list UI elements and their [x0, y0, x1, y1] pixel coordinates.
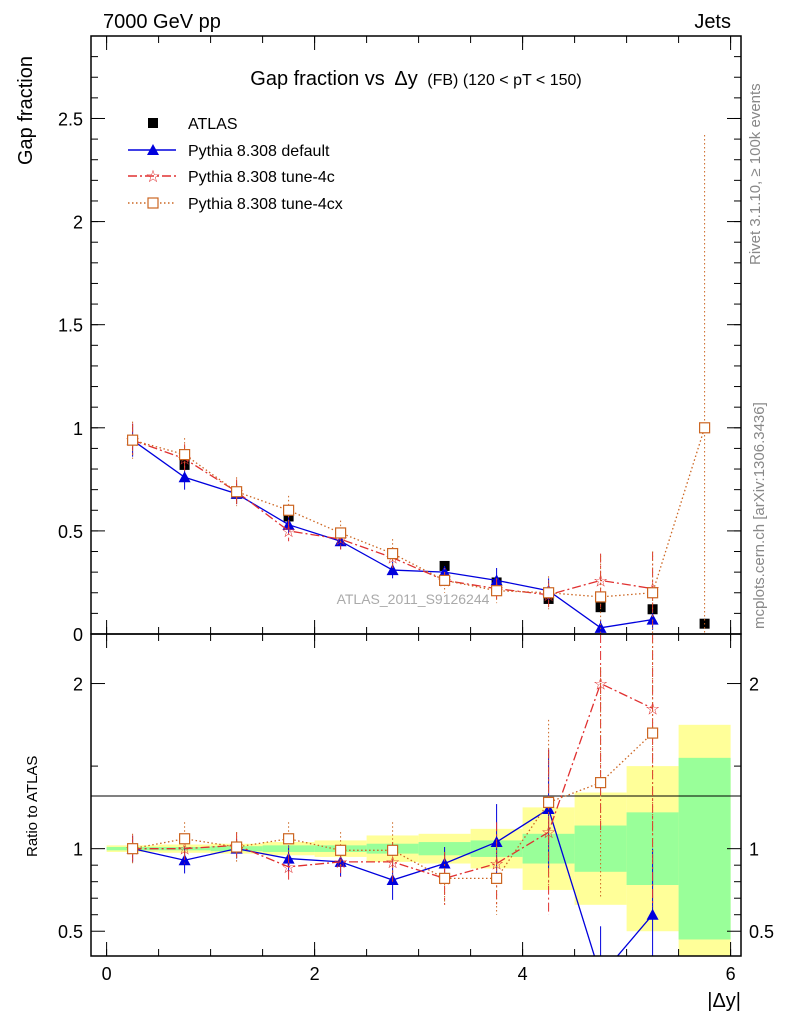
ratio-point-3 — [335, 844, 347, 856]
legend-atlas-marker — [148, 118, 158, 128]
legend-4c-label: Pythia 8.308 tune-4c — [188, 169, 335, 186]
series-point-3 — [698, 422, 711, 434]
ratio-point-2: ☆ — [645, 699, 660, 718]
ratio-tick-label: 1 — [73, 840, 83, 860]
ratio-point-3 — [126, 843, 139, 855]
ratio-point-2: ☆ — [489, 855, 504, 874]
ratio-tick-label: 2 — [73, 675, 83, 695]
x-tick-label: 6 — [726, 964, 736, 984]
y-tick-label: 2 — [73, 213, 83, 233]
ratio-ticks: 0.5 0.5 1 1 2 2 0 2 4 6 — [58, 634, 774, 984]
ratio-axis-label: Ratio to ATLAS — [24, 756, 41, 857]
header-right: Jets — [694, 11, 731, 33]
series-point-3 — [491, 585, 503, 597]
series-point-3 — [126, 434, 139, 446]
legend: ATLAS Pythia 8.308 default ☆ Pythia 8.30… — [128, 116, 343, 213]
x-tick-label: 0 — [102, 964, 112, 984]
ratio-point-3 — [542, 796, 555, 809]
ratio-point-2: ☆ — [177, 840, 192, 859]
ratio-point-3 — [439, 872, 451, 884]
main-series: ☆☆☆☆☆☆☆☆☆☆☆ — [125, 134, 711, 634]
series-point-3 — [231, 486, 243, 498]
ratio-series: ☆☆☆☆☆☆☆☆☆☆☆ — [125, 634, 660, 956]
header-left: 7000 GeV pp — [103, 11, 221, 33]
legend-atlas-label: ATLAS — [188, 116, 238, 133]
legend-4c-marker: ☆ — [145, 167, 160, 186]
series-point-1 — [438, 566, 451, 578]
y-tick-label: 0.5 — [58, 522, 83, 542]
ratio-point-2: ☆ — [333, 853, 348, 872]
ratio-band-inner — [678, 757, 731, 940]
series-point-1 — [594, 621, 607, 633]
series-point-3 — [439, 574, 451, 586]
ratio-point-3 — [231, 841, 243, 853]
ratio-point-3 — [283, 833, 295, 845]
x-axis-label: |Δy| — [707, 990, 741, 1012]
series-point-3 — [646, 587, 659, 599]
ratio-point-3 — [646, 727, 659, 739]
series-point-1 — [386, 564, 399, 576]
watermark: ATLAS_2011_S9126244 — [337, 591, 490, 607]
chart-title: Gap fraction vs Δy (FB) (120 < pT < 150) — [250, 68, 581, 90]
series-point-3 — [179, 449, 191, 461]
x-tick-label: 4 — [518, 964, 528, 984]
chart-title-suffix: (FB) (120 < pT < 150) — [427, 72, 581, 89]
series-point-3 — [594, 591, 607, 603]
ratio-point-1 — [438, 857, 451, 869]
ratio-point-1 — [646, 908, 659, 920]
ratio-point-3 — [179, 833, 191, 845]
ratio-tick-label-right: 1 — [749, 840, 759, 860]
y-tick-label: 1 — [73, 419, 83, 439]
main-panel: Gap fraction vs Δy (FB) (120 < pT < 150)… — [15, 35, 742, 645]
series-point-1 — [646, 613, 659, 625]
ratio-bands — [106, 724, 731, 956]
ratio-point-3 — [491, 872, 503, 884]
legend-4cx-label: Pythia 8.308 tune-4cx — [188, 196, 343, 213]
y-tick-label: 1.5 — [58, 316, 83, 336]
x-tick-label: 2 — [310, 964, 320, 984]
series-point-3 — [542, 587, 555, 599]
series-point-1 — [178, 471, 191, 483]
y-axis-label: Gap fraction — [15, 56, 37, 165]
y-tick-label-zero: 0 — [73, 625, 83, 645]
main-ticks: 0.5 1 1.5 2 2.5 0 — [58, 36, 741, 645]
mcplots-label: mcplots.cern.ch [arXiv:1306.3436] — [751, 402, 768, 629]
ratio-line-2 — [132, 682, 653, 880]
ratio-tick-label-right: 0.5 — [749, 922, 774, 942]
ratio-point-3 — [594, 777, 607, 789]
ratio-frame — [90, 633, 742, 957]
series-point-2: ☆ — [281, 522, 296, 541]
series-point-3 — [283, 504, 295, 516]
ratio-tick-label-right: 2 — [749, 675, 759, 695]
series-point-3 — [387, 547, 399, 560]
legend-default-marker — [147, 144, 159, 155]
y-tick-label: 2.5 — [58, 109, 83, 129]
chart-title-var: Δy — [394, 68, 417, 90]
chart-title-main: Gap fraction vs — [250, 68, 385, 90]
series-point-3 — [335, 527, 347, 539]
ratio-point-2: ☆ — [281, 858, 296, 877]
rivet-label: Rivet 3.1.10, ≥ 100k events — [747, 83, 764, 265]
ratio-line-3 — [132, 732, 654, 880]
legend-default-label: Pythia 8.308 default — [188, 143, 330, 160]
legend-4cx-marker — [147, 197, 159, 209]
ratio-point-3 — [387, 844, 399, 856]
ratio-tick-label: 0.5 — [58, 922, 83, 942]
